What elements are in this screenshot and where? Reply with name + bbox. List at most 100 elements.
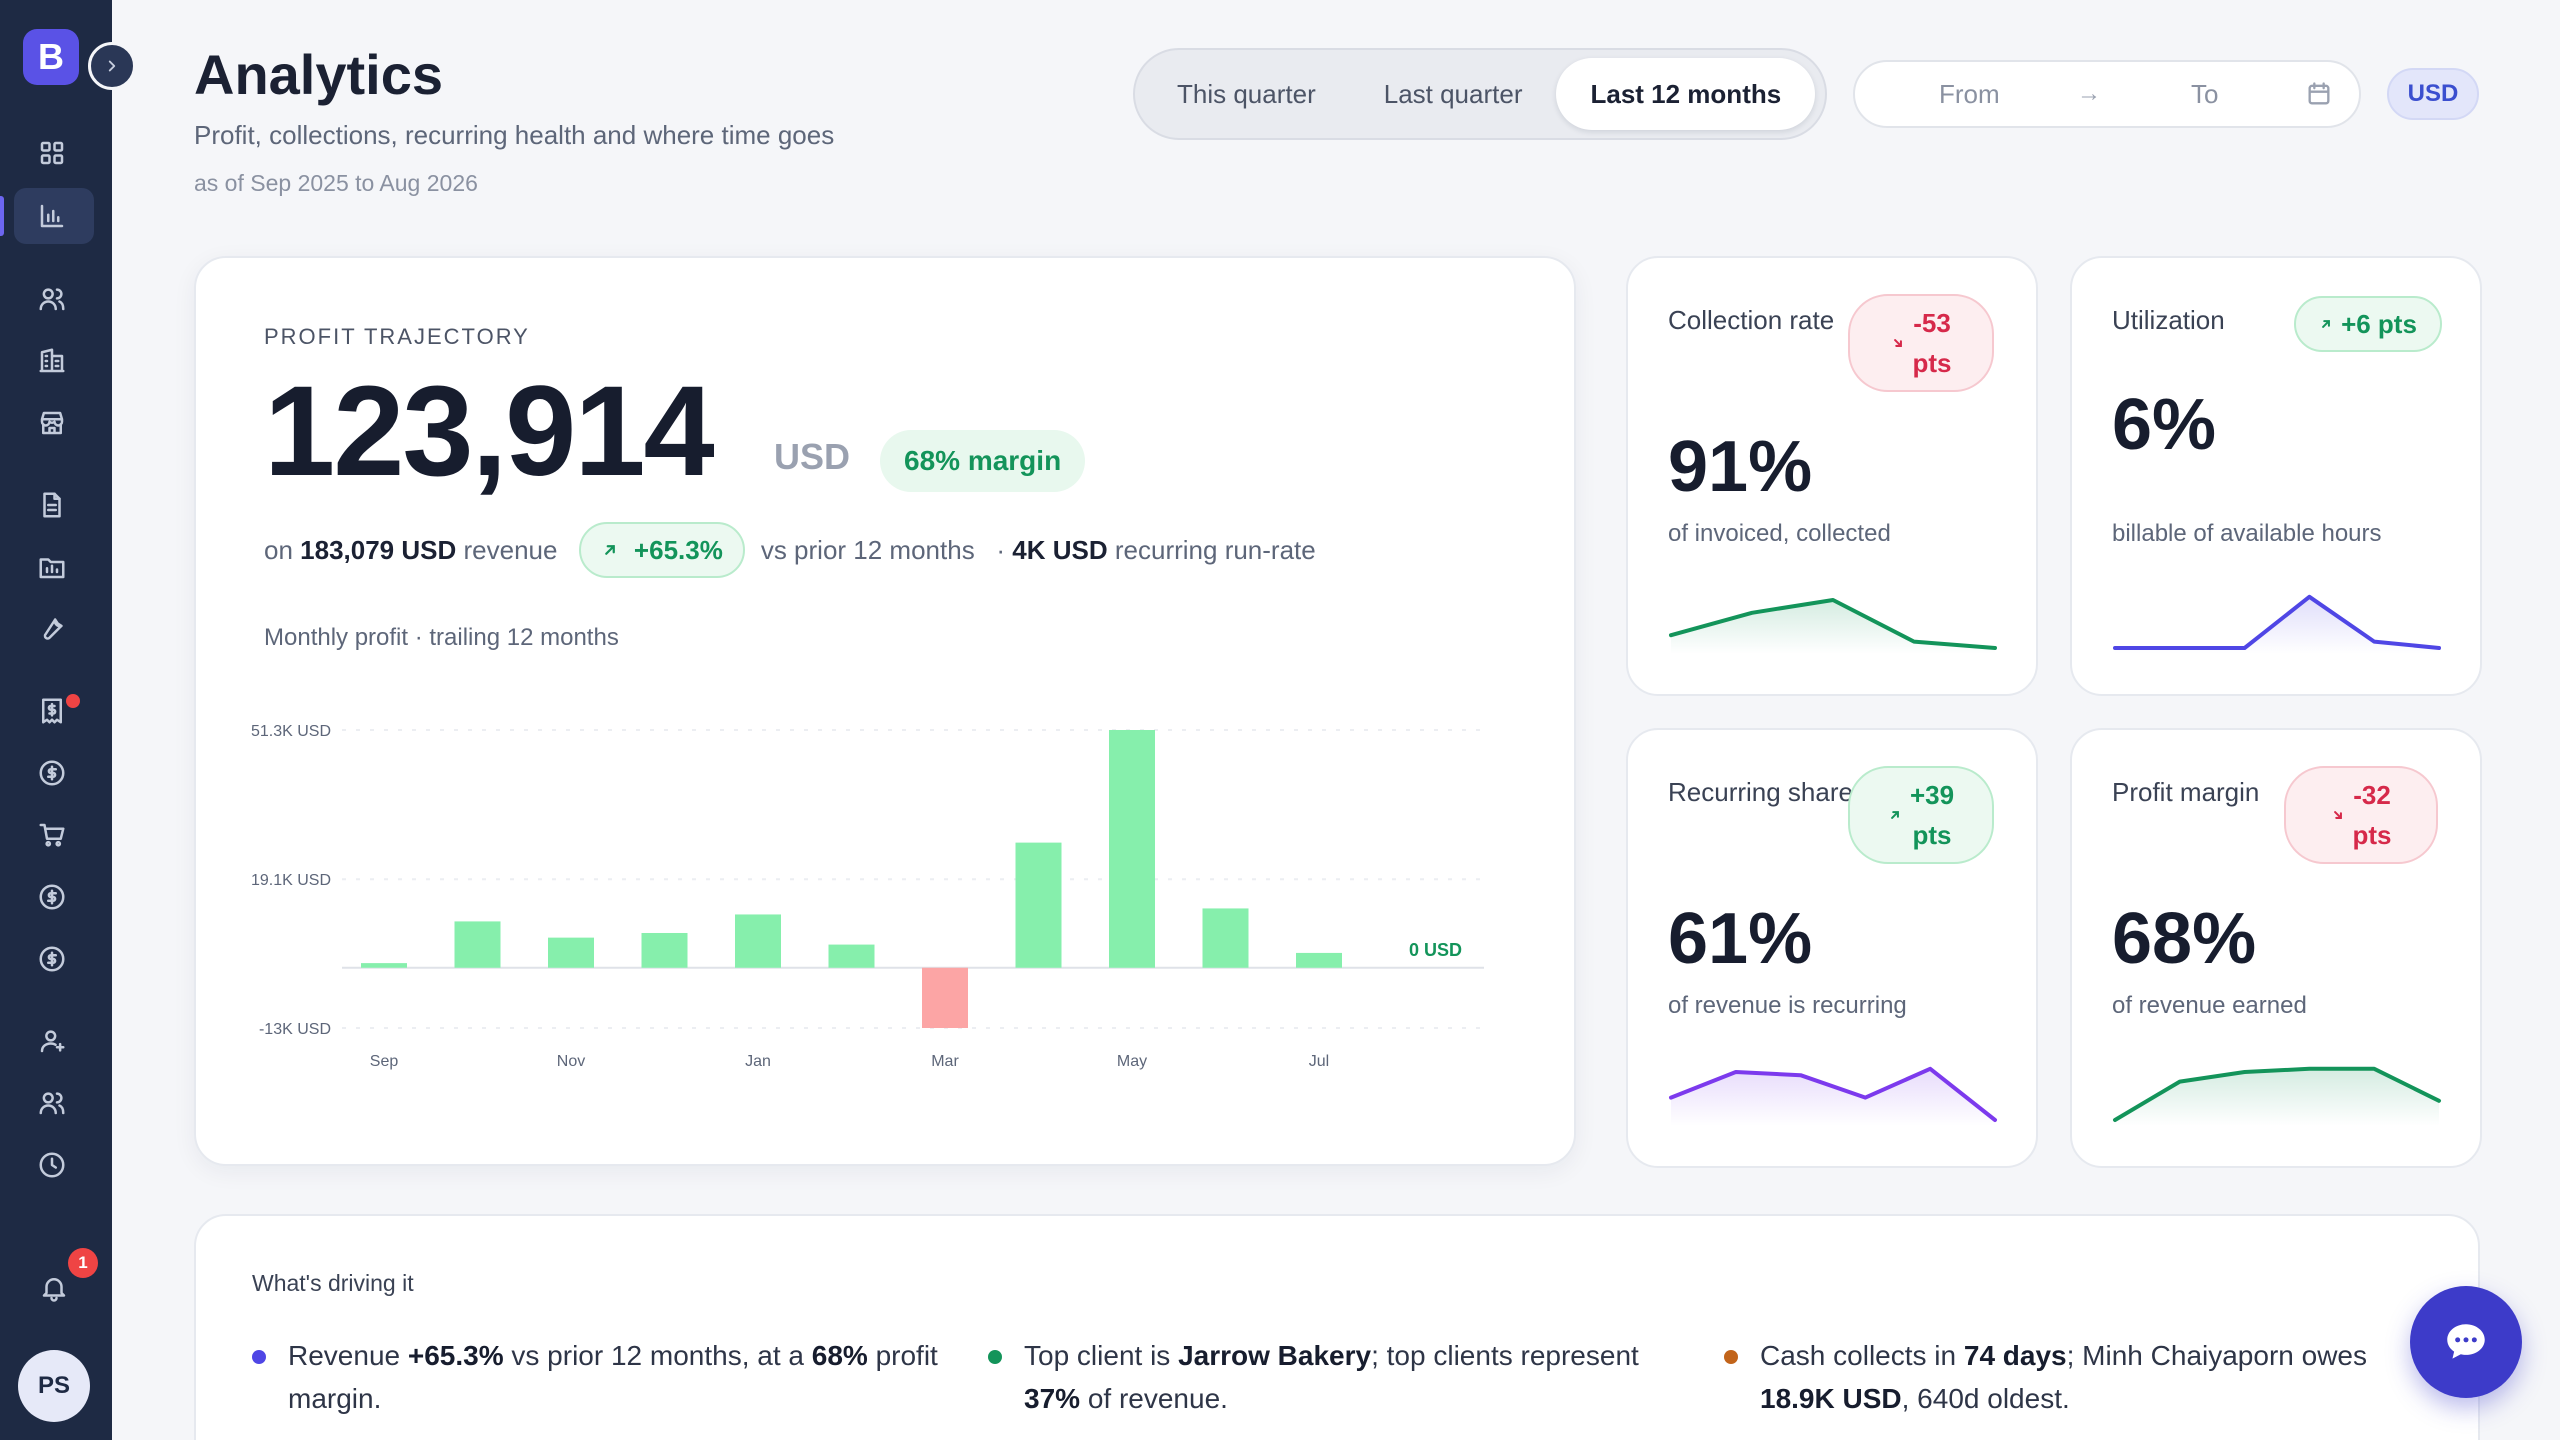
kpi-card-recurring-share: Recurring share +39 pts 61% of revenue is… [1626,728,2038,1168]
x-tick-label: Sep [370,1053,399,1070]
change-suffix: vs prior 12 months [760,534,975,565]
arrow-down-right-icon [2333,811,2342,819]
driver-text: of revenue. [1080,1383,1228,1414]
profit-summary-line: on 183,079 USD revenue +65.3% vs prior 1… [264,522,1316,578]
sparkline-area [2115,596,2439,654]
payments-icon[interactable] [32,753,72,793]
arrow-down-right-icon [1893,339,1902,347]
kpi-change-badge: -32 pts [2284,766,2438,864]
kpi-label: Utilization [2112,305,2225,335]
team-icon[interactable] [32,1083,72,1123]
kpi-badge-value: +6 pts [2341,309,2417,339]
run-rate-value: 4K USD [1012,534,1108,565]
chat-button[interactable] [2410,1286,2522,1398]
bar-apr [1015,842,1062,968]
driver-highlight: 74 days [1963,1340,2067,1371]
kpi-badge-value: +39 [1909,780,1955,810]
kpi-value: 68% [2112,899,2257,979]
driver-text: , 640d oldest. [1901,1383,2070,1414]
brand-logo[interactable]: B [23,29,79,85]
date-from-field[interactable]: From [1939,78,2000,109]
user-avatar[interactable]: PS [18,1350,90,1422]
driver-text: vs prior 12 months, at a [503,1340,812,1371]
tab-last-12-months[interactable]: Last 12 months [1556,58,1816,130]
x-tick-label: Jan [745,1053,771,1070]
expenses-icon[interactable] [32,877,72,917]
bar-jan [735,914,781,968]
y-tick-label: 19.1K USD [251,872,331,889]
tools-icon[interactable] [32,609,72,649]
bar-nov [548,937,594,968]
kpi-change-badge: +6 pts [2294,296,2442,352]
x-tick-label: Jul [1309,1053,1329,1070]
bar-may [1109,730,1155,968]
driver-highlight: Jarrow Bakery [1178,1340,1372,1371]
calendar-icon[interactable] [2305,80,2333,108]
kpi-card-profit-margin: Profit margin -32 pts 68% of revenue earn… [2070,728,2482,1168]
kpi-badge-unit: pts [2352,820,2392,850]
kpi-subtext: of revenue earned [2112,992,2307,1019]
bar-oct [454,921,501,968]
bar-dec [641,932,688,968]
cart-icon[interactable] [32,815,72,855]
clients-icon[interactable] [32,279,72,319]
on-text: on [264,534,293,565]
driver-text: profit margin. [288,1340,938,1414]
nav-active-indicator [0,196,4,236]
analytics-icon[interactable] [32,196,72,236]
date-range-picker[interactable]: From → To [1853,60,2361,128]
time-icon[interactable] [32,1145,72,1185]
tab-last-quarter[interactable]: Last quarter [1383,78,1523,109]
arrow-up-right-icon [1891,811,1899,819]
sidebar: B 1 PS [0,0,112,1440]
driver-text: Top client is [1024,1340,1179,1371]
invoices-alert-dot [66,694,80,708]
change-value: +65.3% [633,534,723,565]
driver-dot [1724,1350,1738,1364]
chat-bubble-icon [2447,1324,2485,1359]
driver-dot [988,1350,1002,1364]
page-subtitle: Profit, collections, recurring health an… [194,120,835,150]
profit-label: PROFIT TRAJECTORY [264,324,530,349]
driver-dot [252,1350,266,1364]
kpi-badge-unit: pts [1912,820,1952,850]
notification-badge: 1 [68,1248,98,1278]
kpi-label: Recurring share [1668,777,1853,807]
period-selector: This quarter Last quarter Last 12 months [1133,48,1827,140]
currency-selector[interactable]: USD [2387,68,2479,120]
zero-label: 0 USD [1409,940,1462,960]
driver-item-revenue: Revenue +65.3% vs prior 12 months, at a … [252,1334,952,1420]
revenue-value: 183,079 USD [300,534,457,565]
driver-text: Cash collects in [1760,1340,1964,1371]
arrow-right-icon: → [2077,80,2101,107]
store-icon[interactable] [32,403,72,443]
y-tick-label: -13K USD [259,1021,331,1038]
dashboard-icon[interactable] [32,133,72,173]
drivers-card: What's driving it Revenue +65.3% vs prio… [194,1214,2480,1440]
tab-this-quarter[interactable]: This quarter [1177,78,1316,109]
y-tick-label: 51.3K USD [251,723,331,740]
change-badge: +65.3% [579,522,745,578]
kpi-value: 61% [1668,899,1813,979]
bar-feb [828,944,875,968]
revenue-suffix: revenue [463,534,558,565]
billing-icon[interactable] [32,939,72,979]
invoices-icon[interactable] [32,691,72,731]
documents-icon[interactable] [32,485,72,525]
driver-text: ; top clients represent [1371,1340,1639,1371]
kpi-sparkline [2113,594,2441,654]
contacts-icon[interactable] [32,1021,72,1061]
sparkline-line [1669,598,1997,650]
reports-icon[interactable] [32,547,72,587]
kpi-card-utilization: Utilization +6 pts 6% billable of availa… [2070,256,2482,696]
sidebar-collapse-button[interactable] [88,42,136,90]
kpi-sparkline [2113,1066,2441,1126]
companies-icon[interactable] [32,341,72,381]
monthly-profit-chart: 51.3K USD 19.1K USD -13K USD 0 USD Sep Nov Jan… [251,723,1484,1070]
bell-icon[interactable] [34,1268,74,1308]
kpi-subtext: billable of available hours [2112,520,2382,547]
kpi-change-badge: -53 pts [1848,294,1994,392]
driver-highlight: +65.3% [407,1340,504,1371]
kpi-badge-unit: pts [1912,348,1952,378]
date-to-field[interactable]: To [2191,78,2219,109]
